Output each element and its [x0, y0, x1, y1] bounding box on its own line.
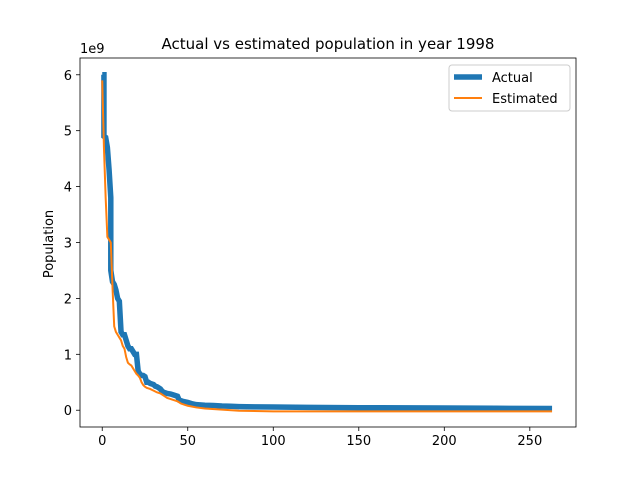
x-tick-label: 50	[179, 434, 196, 449]
x-tick-label: 100	[261, 434, 286, 449]
y-tick-label: 5	[64, 125, 72, 140]
y-axis-offset-text: 1e9	[80, 42, 105, 57]
x-tick-label: 150	[346, 434, 371, 449]
legend-label-estimated: Estimated	[492, 92, 558, 107]
axes: 0 50 100 150 200 250 0 1 2 3 4 5 6	[64, 57, 577, 449]
y-axis-title: Population	[42, 210, 57, 278]
y-tick-label: 4	[64, 181, 72, 196]
y-tick-label: 3	[64, 237, 72, 252]
series-line-actual	[101, 72, 553, 412]
chart-title: Actual vs estimated population in year 1…	[162, 35, 495, 53]
y-tick-label: 1	[64, 348, 72, 363]
y-tick-label: 0	[64, 404, 72, 419]
y-tick-label: 2	[64, 292, 72, 307]
legend: Actual Estimated	[448, 64, 571, 112]
plot-area	[101, 72, 553, 413]
series-line-estimated	[101, 80, 553, 413]
y-tick-label: 6	[64, 69, 72, 84]
x-tick-label: 250	[517, 434, 542, 449]
legend-label-actual: Actual	[492, 71, 533, 86]
x-tick-label: 200	[432, 434, 457, 449]
x-tick-label: 0	[98, 434, 106, 449]
